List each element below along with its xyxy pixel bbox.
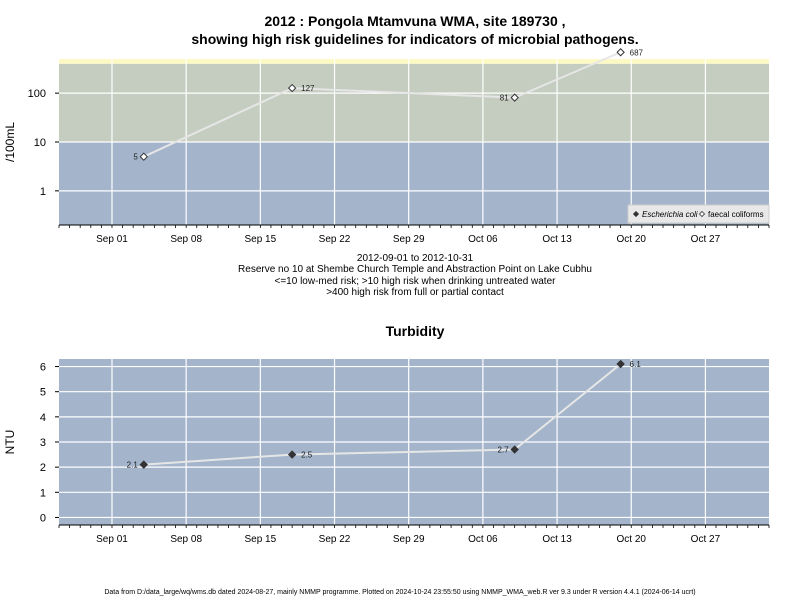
chart2-xtick-label-6: Oct 13 bbox=[542, 534, 572, 545]
chart1-data-label-1: 127 bbox=[301, 84, 315, 93]
chart1-legend-box bbox=[627, 204, 770, 224]
chart1-xtick-label-0: Sep 01 bbox=[96, 234, 128, 245]
chart1-xtick-label-4: Sep 29 bbox=[393, 234, 425, 245]
chart1-data-label-3: 687 bbox=[630, 48, 644, 57]
chart2-xtick-label-0: Sep 01 bbox=[96, 534, 128, 545]
chart2-xtick-label-3: Sep 22 bbox=[319, 534, 351, 545]
chart1-y-axis-label: /100mL bbox=[3, 122, 17, 162]
chart1-legend-label-1: faecal coliforms bbox=[708, 210, 764, 219]
chart2-data-label-3: 6.1 bbox=[630, 360, 642, 369]
chart2-point-2 bbox=[510, 445, 519, 454]
caption-date-range: 2012-09-01 to 2012-10-31 bbox=[356, 253, 474, 264]
chart2-series-0-line bbox=[143, 363, 622, 466]
chart1-ytick-label-1: 10 bbox=[34, 137, 46, 149]
chart1-xtick-label-2: Sep 15 bbox=[244, 234, 276, 245]
chart2-point-0 bbox=[139, 460, 148, 469]
chart2-ytick-label-4: 4 bbox=[40, 412, 46, 424]
chart1-point-3 bbox=[616, 48, 625, 57]
chart2-xtick-label-5: Oct 06 bbox=[468, 534, 498, 545]
chart2-data-label-2: 2.7 bbox=[498, 446, 510, 455]
chart1-xtick-label-6: Oct 13 bbox=[542, 234, 572, 245]
chart2-xtick-label-8: Oct 27 bbox=[691, 534, 721, 545]
chart1-xtick-label-8: Oct 27 bbox=[691, 234, 721, 245]
chart1-data-label-0: 5 bbox=[133, 153, 138, 162]
chart1-ytick-label-2: 100 bbox=[28, 88, 46, 100]
chart-title-line-2: showing high risk guidelines for indicat… bbox=[191, 31, 639, 47]
chart2-ytick-label-3: 3 bbox=[40, 437, 46, 449]
chart1-point-0 bbox=[139, 152, 148, 161]
chart2-xtick-label-7: Oct 20 bbox=[617, 534, 647, 545]
caption-risk-low: <=10 low-med risk; >10 high risk when dr… bbox=[274, 276, 556, 287]
chart1-data-label-2: 81 bbox=[500, 94, 509, 103]
chart2-ytick-label-1: 1 bbox=[40, 487, 46, 499]
chart2-ytick-label-5: 5 bbox=[40, 387, 46, 399]
chart2-point-3 bbox=[616, 359, 625, 369]
chart2-data-label-0: 2.1 bbox=[127, 461, 139, 470]
chart1-legend-label-0: Escherichia coli bbox=[642, 210, 698, 219]
chart2-xtick-label-1: Sep 08 bbox=[170, 534, 202, 545]
chart1-xtick-label-5: Oct 06 bbox=[468, 234, 498, 245]
turbidity-title: Turbidity bbox=[385, 323, 445, 339]
chart1-xtick-label-7: Oct 20 bbox=[617, 234, 647, 245]
chart1-xtick-label-3: Sep 22 bbox=[319, 234, 351, 245]
chart1-band-1 bbox=[59, 63, 769, 142]
chart1-legend-marker-0 bbox=[632, 210, 640, 218]
chart1-ytick-label-0: 1 bbox=[40, 186, 46, 198]
chart2-y-axis-label: NTU bbox=[3, 430, 17, 455]
chart1-legend-marker-1 bbox=[698, 210, 706, 218]
chart2-xtick-label-4: Sep 29 bbox=[393, 534, 425, 545]
chart2-ytick-label-0: 0 bbox=[40, 512, 46, 524]
caption-site: Reserve no 10 at Shembe Church Temple an… bbox=[238, 264, 592, 275]
chart1-series-0-line bbox=[143, 51, 622, 158]
chart1-point-1 bbox=[287, 83, 297, 93]
footer-note: Data from D:/data_large/wq/wms.db dated … bbox=[104, 589, 696, 596]
chart-title-line-1: 2012 : Pongola Mtamvuna WMA, site 189730… bbox=[264, 13, 566, 29]
chart2-xtick-label-2: Sep 15 bbox=[244, 534, 276, 545]
chart1-xtick-label-1: Sep 08 bbox=[170, 234, 202, 245]
chart2-point-1 bbox=[287, 450, 297, 459]
chart1-band-2 bbox=[59, 59, 769, 64]
caption-risk-high: >400 high risk from full or partial cont… bbox=[326, 287, 504, 298]
chart2-data-label-1: 2.5 bbox=[301, 451, 313, 460]
chart2-ytick-label-6: 6 bbox=[40, 362, 46, 374]
chart1-point-2 bbox=[510, 93, 519, 102]
chart2-ytick-label-2: 2 bbox=[40, 462, 46, 474]
